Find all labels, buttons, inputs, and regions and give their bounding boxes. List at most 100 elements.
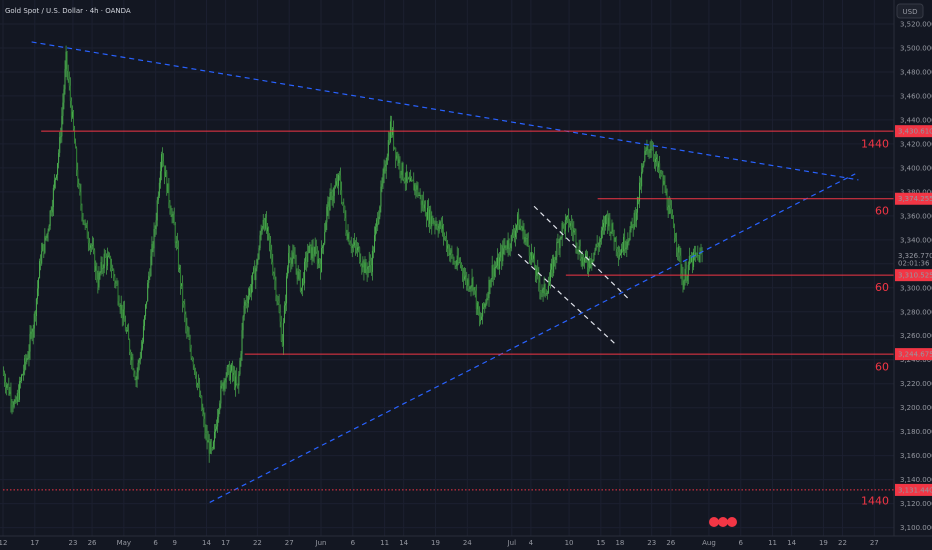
candle-body xyxy=(518,214,520,230)
candle-body xyxy=(528,246,530,256)
event-markers[interactable] xyxy=(709,517,737,527)
currency-label: USD xyxy=(903,8,918,16)
candle-body xyxy=(562,223,564,225)
candle-body xyxy=(266,227,268,232)
candle-body xyxy=(457,255,459,263)
candle-body xyxy=(79,185,81,193)
candle-body xyxy=(41,251,43,264)
candle-body xyxy=(352,245,354,247)
candle-body xyxy=(679,246,681,256)
candle-body xyxy=(437,228,439,232)
candle-body xyxy=(59,137,61,153)
candle-body xyxy=(388,140,390,142)
candle-body xyxy=(284,303,286,306)
candle-body xyxy=(210,441,212,448)
candle-body xyxy=(602,222,604,228)
candle-body xyxy=(480,319,482,321)
candle-body xyxy=(246,303,248,305)
candle-body xyxy=(487,297,489,299)
candle-body xyxy=(14,399,16,402)
candle-body xyxy=(549,269,551,282)
candle-body xyxy=(640,182,642,187)
candle-body xyxy=(690,256,692,262)
candle-body xyxy=(430,209,432,227)
candle-body xyxy=(613,234,615,242)
candle-body xyxy=(306,256,308,262)
price-tick-label: 3,480.000 xyxy=(900,68,932,76)
candle-body xyxy=(229,370,231,380)
candle-body xyxy=(674,227,676,238)
candle-body xyxy=(370,265,372,272)
candle-body xyxy=(599,239,601,242)
event-icon[interactable] xyxy=(727,517,737,527)
candle-body xyxy=(197,383,199,385)
candle-body xyxy=(178,267,180,270)
price-axis[interactable]: 3,100.000 3,120.000 3,140.000 3,160.000 3,18… xyxy=(900,20,932,532)
time-tick-label: 12 xyxy=(0,539,7,547)
candle-body xyxy=(337,175,339,186)
candle-body xyxy=(49,210,51,226)
candle-body xyxy=(140,348,142,358)
candle-body xyxy=(608,217,610,227)
candle-body xyxy=(471,278,473,287)
candle-body xyxy=(559,237,561,249)
candle-body xyxy=(200,395,202,397)
candle-body xyxy=(400,171,402,175)
candle-body xyxy=(657,157,659,168)
candle-body xyxy=(296,268,298,279)
price-tick-label: 3,280.000 xyxy=(900,308,932,316)
time-tick-label: Aug xyxy=(702,539,716,547)
candle-body xyxy=(644,151,646,162)
candle-body xyxy=(146,301,148,305)
candle-body xyxy=(610,231,612,234)
candle-body xyxy=(151,243,153,257)
currency-button[interactable]: USD xyxy=(896,3,924,19)
candle-body xyxy=(339,175,341,176)
candle-body xyxy=(654,159,656,163)
event-icon[interactable] xyxy=(718,517,728,527)
candle-body xyxy=(463,273,465,280)
candle-body xyxy=(68,79,70,86)
event-icon[interactable] xyxy=(709,517,719,527)
candle-body xyxy=(435,224,437,226)
time-tick-label: 17 xyxy=(30,539,39,547)
candle-body xyxy=(693,251,695,267)
candle-body xyxy=(481,316,483,320)
candle-body xyxy=(75,143,77,149)
candle-body xyxy=(531,252,533,259)
candle-body xyxy=(274,276,276,281)
time-axis[interactable]: 12 17 23 26 May 6 9 14 17 22 27 Jun 6 11 14 19 24 Jul 4 10 1… xyxy=(0,539,879,547)
candle-body xyxy=(318,258,320,265)
candle-body xyxy=(62,102,64,116)
candle-body xyxy=(343,204,345,207)
candle-body xyxy=(411,177,413,181)
candle-body xyxy=(80,192,82,206)
candle-body xyxy=(56,174,58,179)
candle-body xyxy=(136,372,138,380)
candle-body xyxy=(71,111,73,118)
candle-body xyxy=(173,214,175,226)
candle-body xyxy=(201,395,203,410)
candle-body xyxy=(368,261,370,268)
candle-body xyxy=(40,261,42,264)
candle-body xyxy=(369,261,371,266)
candle-body xyxy=(276,296,278,301)
candle-body xyxy=(557,241,559,243)
candle-body xyxy=(541,291,543,293)
candle-body xyxy=(91,245,93,247)
price-tick-label: 3,260.000 xyxy=(900,332,932,340)
candle-body xyxy=(581,256,583,266)
candle-body xyxy=(228,364,230,380)
candle-body xyxy=(43,244,45,253)
candle-body xyxy=(378,216,380,224)
candle-body xyxy=(303,278,305,284)
candle-body xyxy=(121,304,123,319)
candle-body xyxy=(530,252,532,260)
candle-body xyxy=(106,256,108,266)
candle-body xyxy=(521,227,523,231)
candle-body xyxy=(376,219,378,227)
candle-body xyxy=(544,284,546,294)
candle-body xyxy=(133,369,135,374)
candle-body xyxy=(253,267,255,273)
